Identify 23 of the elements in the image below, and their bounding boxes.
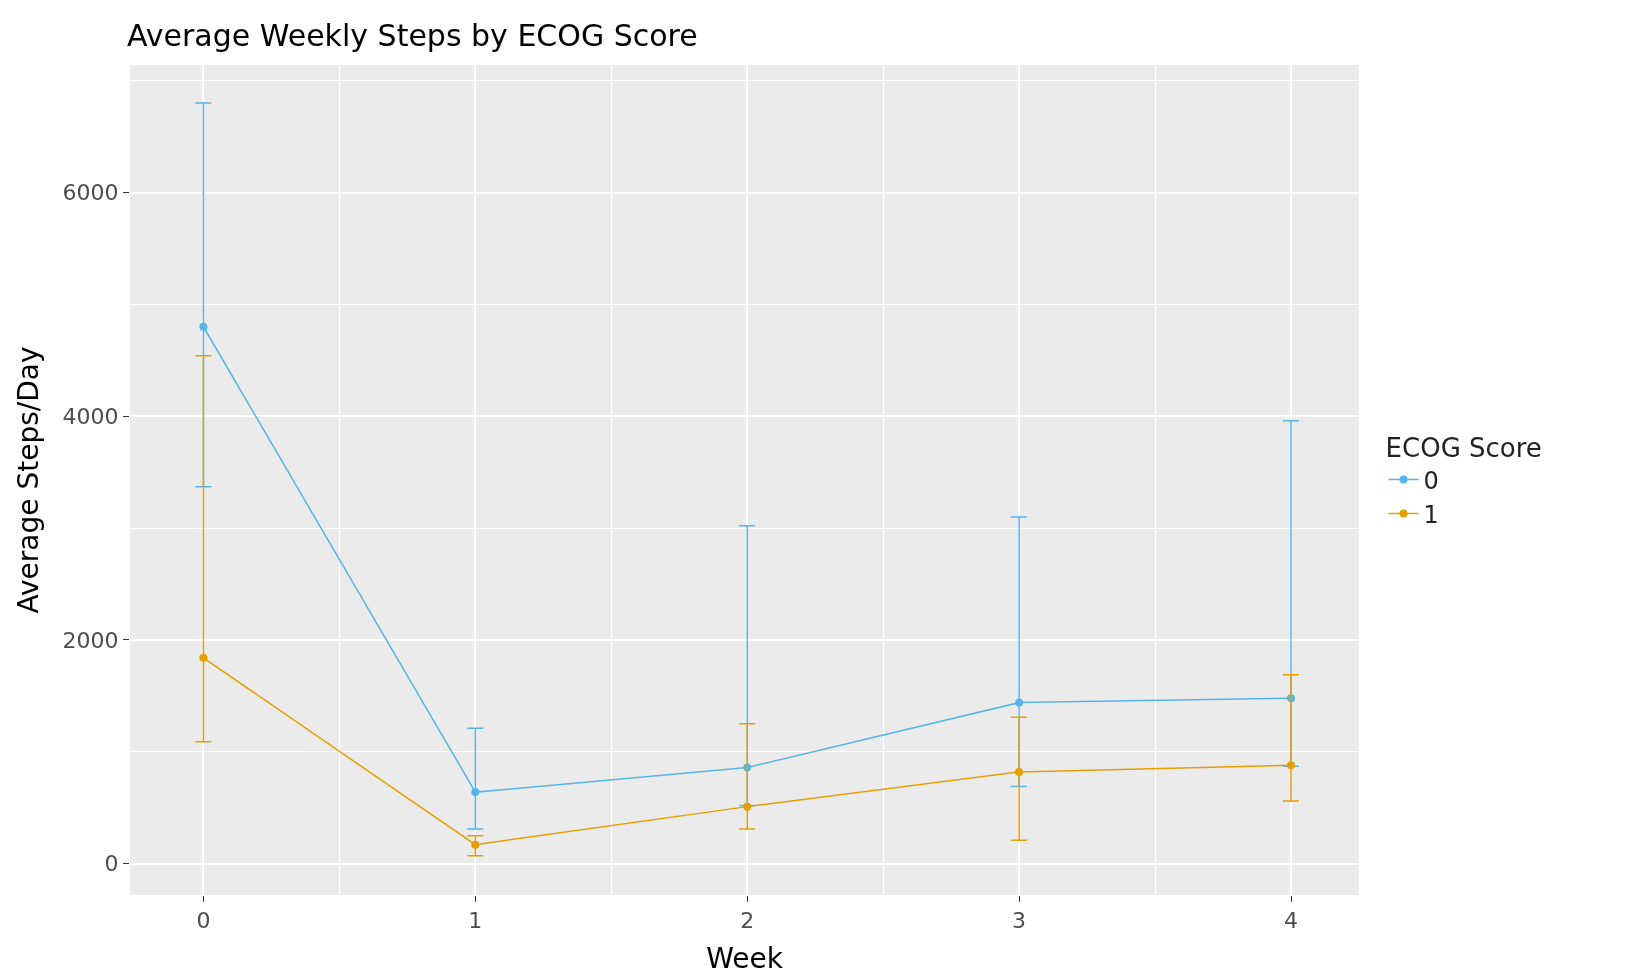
y-tick-label: 4000 <box>62 403 119 429</box>
chart-title: Average Weekly Steps by ECOG Score <box>127 17 698 53</box>
legend-title: ECOG Score <box>1385 433 1542 464</box>
y-axis-title: Average Steps/Day <box>12 346 46 614</box>
point <box>1015 767 1024 776</box>
legend-label: 0 <box>1423 466 1439 495</box>
point <box>1015 698 1024 707</box>
x-tick-label: 0 <box>196 908 211 934</box>
x-tick-label: 3 <box>1012 908 1027 934</box>
x-tick-label: 2 <box>740 908 755 934</box>
point <box>471 840 480 849</box>
point <box>199 322 208 331</box>
y-tick-label: 0 <box>104 851 119 877</box>
x-tick-label: 1 <box>468 908 483 934</box>
point <box>1287 761 1296 770</box>
x-axis-title: Week <box>706 941 784 975</box>
point <box>743 802 752 811</box>
point <box>199 653 208 662</box>
point <box>471 788 480 797</box>
y-tick-label: 6000 <box>62 180 119 206</box>
x-tick-label: 4 <box>1284 908 1299 934</box>
y-tick-label: 2000 <box>62 627 119 653</box>
legend-label: 1 <box>1423 500 1439 529</box>
